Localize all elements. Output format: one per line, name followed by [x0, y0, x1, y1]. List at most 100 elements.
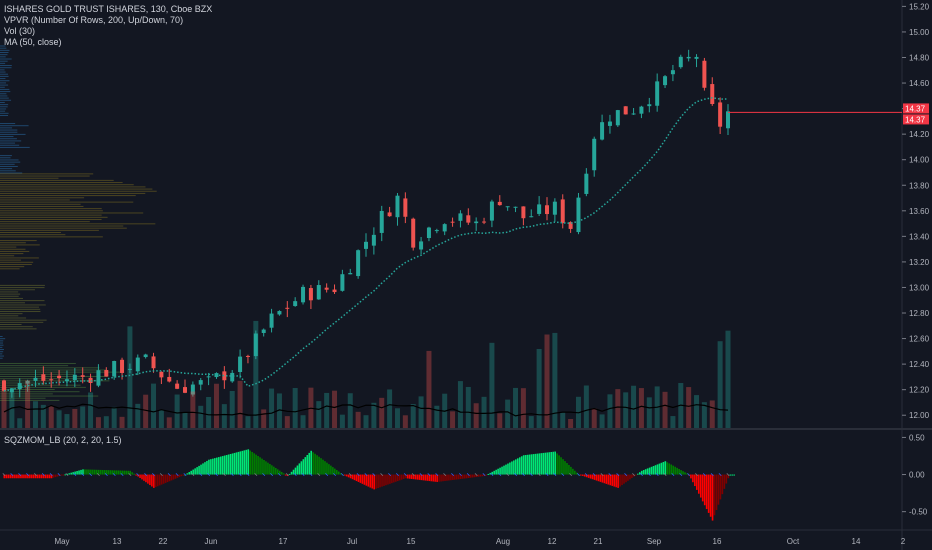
volume-legend[interactable]: Vol (30) — [4, 26, 36, 36]
squeeze-dot — [112, 473, 116, 477]
ma-legend[interactable]: MA (50, close) — [4, 37, 62, 47]
osc-bar — [465, 474, 468, 479]
vpvr-bar — [0, 289, 35, 291]
osc-tick-label: 0.50 — [909, 433, 925, 442]
squeeze-dot — [301, 473, 305, 477]
candle-body — [419, 241, 424, 250]
osc-bar — [166, 474, 169, 483]
volume-bar — [552, 332, 558, 428]
osc-bar — [646, 468, 649, 475]
osc-bar — [400, 474, 403, 480]
squeeze-dot — [726, 473, 730, 477]
osc-bar — [605, 474, 608, 484]
osc-bar — [454, 474, 456, 480]
vpvr-bar — [0, 114, 9, 116]
osc-bar — [375, 474, 377, 489]
volume-bar — [284, 416, 290, 428]
squeeze-dot — [647, 473, 651, 477]
candle-body — [33, 377, 38, 381]
osc-bar — [198, 465, 200, 475]
squeeze-dot — [89, 473, 93, 477]
osc-bar — [615, 474, 617, 488]
price-tick-label: 12.40 — [909, 360, 930, 369]
candle-body — [710, 84, 715, 104]
volume-bar — [623, 392, 629, 428]
osc-bar — [650, 466, 653, 475]
vpvr-bar — [0, 161, 21, 163]
vpvr-bar — [0, 175, 90, 177]
volume-bar — [40, 404, 46, 428]
osc-bar — [97, 469, 100, 475]
osc-bar — [88, 469, 90, 475]
vpvr-bar — [0, 362, 76, 364]
vpvr-bar — [0, 259, 21, 261]
price-tick-label: 15.00 — [909, 28, 930, 37]
squeeze-dot — [364, 473, 368, 477]
price-tick-label: 12.00 — [909, 411, 930, 420]
volume-bar — [717, 341, 723, 428]
osc-bar — [19, 474, 21, 479]
osc-bar — [664, 461, 667, 475]
osc-bar — [430, 474, 433, 482]
osc-bar — [377, 474, 379, 489]
osc-bar — [365, 474, 368, 486]
squeeze-dot — [325, 473, 329, 477]
osc-bar — [554, 451, 556, 475]
oscillator-legend[interactable]: SQZMOM_LB (20, 2, 20, 1.5) — [4, 435, 122, 445]
volume-bar — [166, 417, 172, 428]
osc-bar — [68, 473, 71, 475]
candle-body — [167, 376, 172, 382]
osc-bar — [200, 464, 202, 475]
volume-bar — [229, 390, 235, 428]
osc-bar — [631, 474, 633, 478]
osc-bar — [255, 454, 257, 475]
osc-bar — [674, 466, 676, 475]
volume-bar — [355, 411, 361, 428]
volume-bar — [174, 394, 180, 428]
squeeze-dot — [490, 473, 494, 477]
squeeze-dot — [175, 473, 179, 477]
symbol-title[interactable]: ISHARES GOLD TRUST ISHARES, 130, Cboe BZ… — [4, 4, 213, 14]
volume-bar — [591, 408, 597, 428]
osc-bar — [334, 468, 336, 475]
osc-bar — [351, 474, 354, 480]
osc-bar — [507, 463, 509, 475]
candle-body — [206, 376, 211, 378]
vpvr-legend[interactable]: VPVR (Number Of Rows, 200, Up/Down, 70) — [4, 15, 184, 25]
osc-bar — [391, 474, 393, 484]
volume-bar — [473, 403, 479, 428]
squeeze-dot — [592, 473, 596, 477]
vpvr-bar — [0, 112, 9, 114]
vpvr-bar — [0, 104, 9, 106]
chart-legend: ISHARES GOLD TRUST ISHARES, 130, Cboe BZ… — [4, 4, 212, 48]
osc-bar — [54, 474, 57, 478]
squeeze-dot — [710, 473, 714, 477]
osc-bar — [717, 474, 720, 505]
osc-bar — [127, 470, 130, 475]
osc-bar — [503, 465, 505, 475]
price-tick-label: 14.00 — [909, 156, 930, 165]
osc-bar — [680, 470, 682, 475]
osc-bar — [64, 474, 67, 476]
osc-bar — [658, 463, 661, 475]
vpvr-bar — [0, 218, 102, 220]
osc-bar — [733, 474, 736, 476]
volume-bar — [465, 386, 471, 428]
osc-bar — [275, 468, 277, 475]
candle-body — [151, 356, 156, 369]
osc-bar — [145, 474, 147, 483]
volume-bar — [9, 392, 15, 428]
vpvr-bar — [0, 168, 13, 170]
squeeze-dot — [553, 473, 557, 477]
volume-bar — [725, 330, 731, 428]
osc-bar — [29, 474, 31, 479]
osc-bar — [461, 474, 464, 479]
vpvr-bar — [0, 240, 37, 242]
osc-bar — [414, 474, 417, 480]
osc-bar — [257, 455, 259, 475]
vpvr-bar — [0, 184, 134, 186]
volume-bar — [670, 416, 676, 428]
osc-bar — [21, 474, 23, 479]
candle-body — [127, 368, 132, 370]
